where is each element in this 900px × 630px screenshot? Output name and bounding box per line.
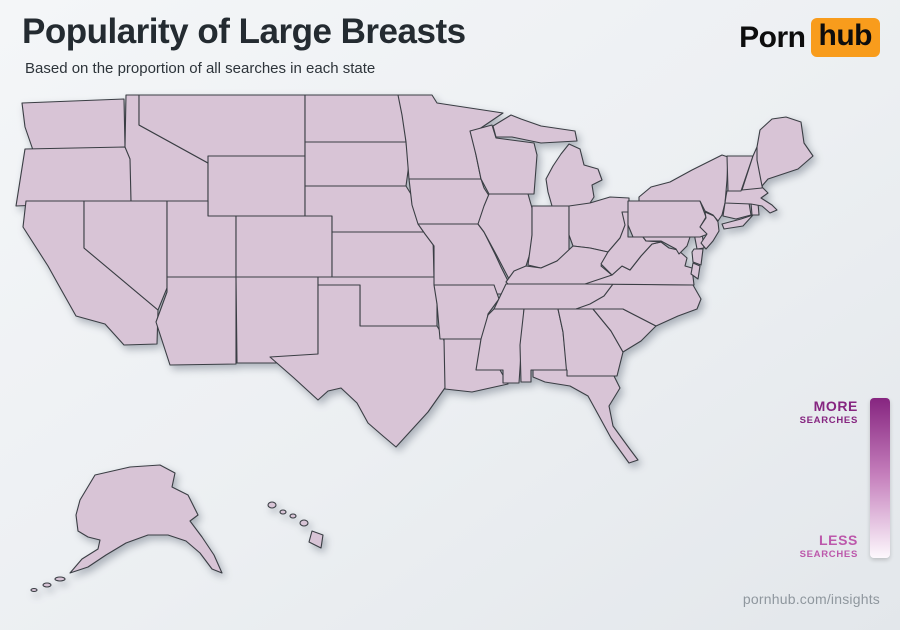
state-alaska: [69, 464, 223, 574]
state-massachusetts: [724, 186, 778, 214]
legend: MORE SEARCHES LESS SEARCHES: [742, 398, 890, 560]
state-connecticut: [722, 202, 752, 220]
hawaii-island: [299, 519, 309, 527]
alaska-aleutian-island: [42, 582, 52, 588]
legend-less: LESS SEARCHES: [742, 532, 858, 560]
hawaii-island: [289, 513, 297, 519]
pornhub-logo: Porn hub: [739, 18, 880, 57]
state-washington: [21, 98, 126, 154]
state-north-carolina: [575, 283, 702, 327]
hawaii-island: [267, 501, 277, 509]
page-title: Popularity of Large Breasts: [22, 12, 466, 51]
hawaii-island: [279, 509, 287, 515]
state-north-dakota: [304, 94, 407, 143]
legend-more-label: MORE: [813, 398, 858, 414]
state-florida: [532, 369, 639, 464]
legend-less-searches-label: SEARCHES: [799, 549, 858, 560]
state-arizona: [155, 276, 237, 366]
state-pennsylvania: [627, 200, 709, 238]
state-texas: [269, 284, 448, 448]
alaska-aleutian-island: [30, 587, 38, 593]
legend-more: MORE SEARCHES: [742, 398, 858, 426]
logo-hub-box: hub: [810, 18, 880, 57]
state-maryland: [642, 236, 691, 255]
state-maryland-eastern-shore: [691, 248, 704, 266]
state-vermont: [726, 155, 754, 192]
page-subtitle: Based on the proportion of all searches …: [25, 60, 376, 77]
state-new-mexico: [235, 276, 319, 364]
logo-text-hub: hub: [818, 19, 873, 52]
logo-text-porn: Porn: [739, 20, 806, 54]
state-maine: [756, 116, 814, 187]
hawaii-big-island: [308, 530, 324, 549]
legend-less-label: LESS: [819, 532, 858, 548]
state-wyoming: [207, 155, 306, 217]
legend-more-searches-label: SEARCHES: [799, 415, 858, 426]
footer-url: pornhub.com/insights: [742, 591, 880, 607]
state-south-dakota: [304, 141, 410, 187]
state-oregon: [15, 146, 132, 207]
state-new-york-long-island: [721, 214, 754, 230]
alaska-aleutian-island: [54, 576, 66, 582]
state-virginia-eastern-shore: [690, 262, 701, 280]
state-kansas: [331, 231, 435, 278]
legend-labels: MORE SEARCHES LESS SEARCHES: [742, 398, 870, 560]
legend-gradient-bar: [870, 398, 890, 558]
state-michigan-lower: [545, 143, 603, 207]
us-choropleth-map: [15, 94, 814, 593]
state-colorado: [235, 215, 333, 278]
state-michigan-upper: [492, 114, 578, 144]
